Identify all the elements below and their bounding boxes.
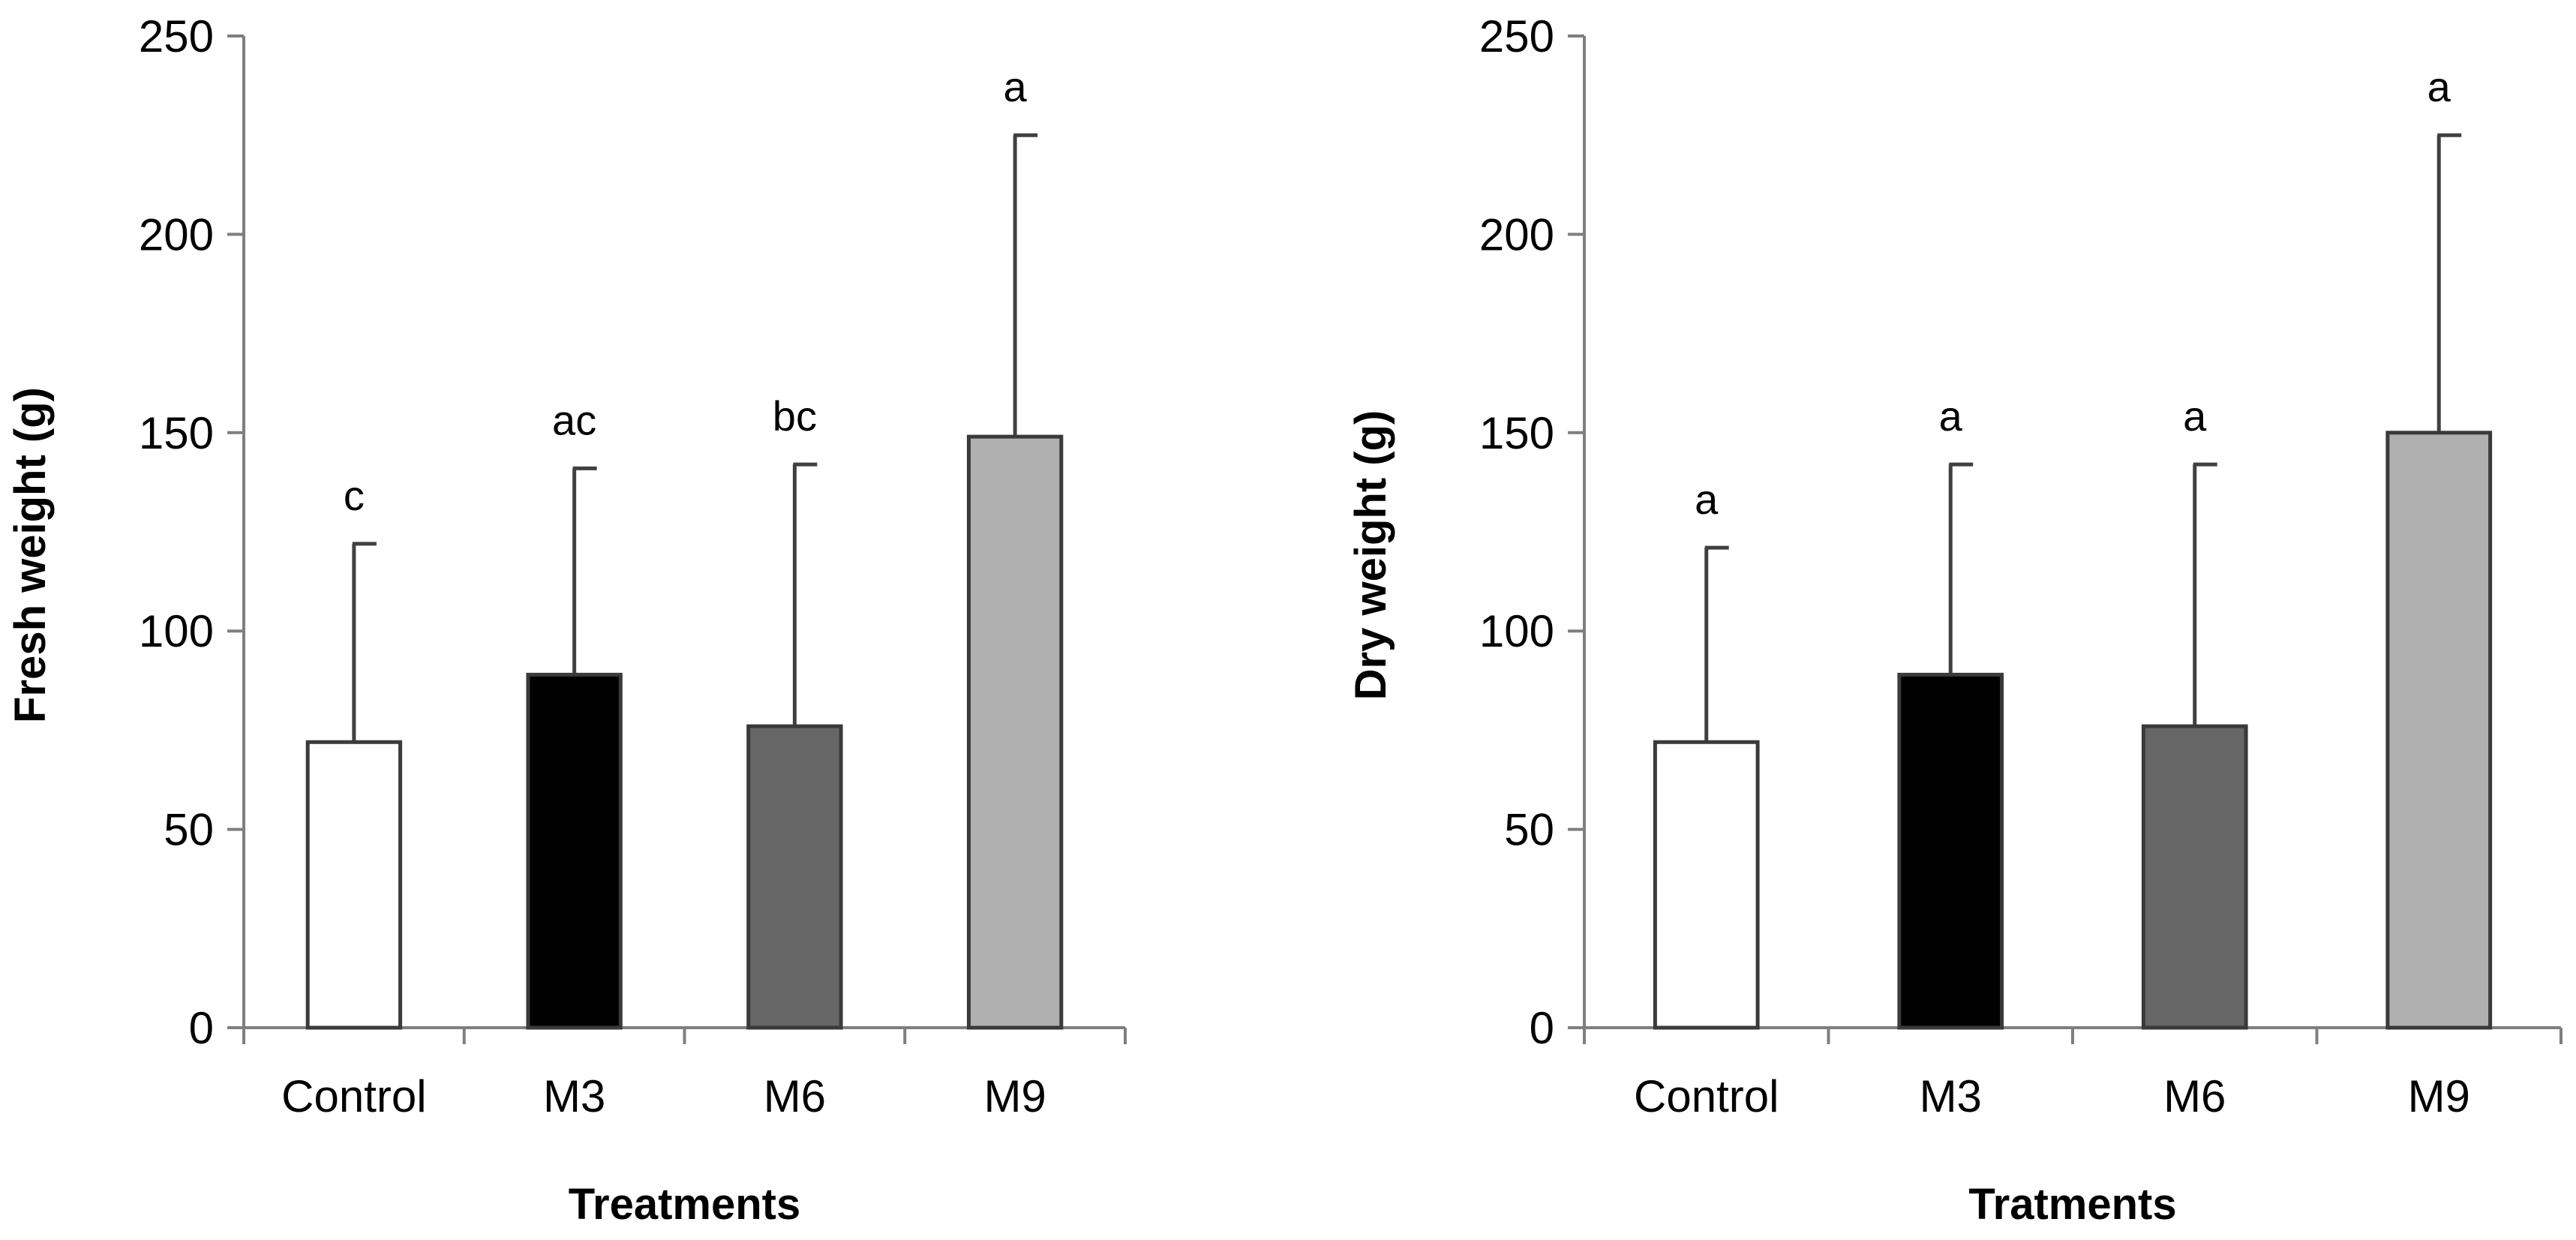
y-tick-label: 250 bbox=[1479, 11, 1554, 62]
dry-weight-chart: 0 50 100 150 200 250 a Control a M3 a M6 a M9 Tratment… bbox=[1347, 11, 2562, 1229]
x-tick-label-m9: M9 bbox=[2408, 1071, 2470, 1121]
significance-letter-m9: a bbox=[1004, 63, 1028, 110]
y-tick-label: 50 bbox=[1504, 805, 1554, 855]
y-tick-label: 200 bbox=[1479, 209, 1554, 260]
bar-m6 bbox=[746, 724, 843, 1030]
y-tick-label: 0 bbox=[189, 1003, 214, 1053]
y-tick-label: 0 bbox=[1530, 1003, 1554, 1053]
bar-control bbox=[305, 740, 403, 1030]
y-tick-label: 150 bbox=[1479, 408, 1554, 458]
significance-letter-control: c bbox=[344, 472, 365, 519]
significance-letter-m3: ac bbox=[552, 396, 596, 443]
bar-m9 bbox=[966, 434, 1064, 1030]
bar-control bbox=[1653, 740, 1760, 1030]
y-tick-label: 100 bbox=[1479, 606, 1554, 656]
fresh-weight-chart: 0 50 100 150 200 250 c Control ac M3 bc M6 a M9 Treatm… bbox=[6, 11, 1127, 1229]
x-tick-label-m3: M3 bbox=[1920, 1071, 1982, 1121]
significance-letter-m3: a bbox=[1939, 392, 1963, 440]
x-tick-label-control: Control bbox=[281, 1071, 426, 1121]
y-tick-label: 250 bbox=[139, 11, 214, 62]
x-tick-label-control: Control bbox=[1634, 1071, 1779, 1121]
y-tick-label: 150 bbox=[139, 408, 214, 458]
y-tick-label: 100 bbox=[139, 606, 214, 656]
bar-m6 bbox=[2141, 724, 2248, 1030]
x-axis-title: Tratments bbox=[1968, 1180, 2176, 1229]
bar-m9 bbox=[2385, 431, 2493, 1030]
x-tick-label-m6: M6 bbox=[2163, 1071, 2226, 1121]
bar-m3 bbox=[1897, 672, 2004, 1030]
y-tick-label: 200 bbox=[139, 209, 214, 260]
significance-letter-control: a bbox=[1695, 476, 1719, 523]
y-tick-label: 50 bbox=[164, 805, 214, 855]
x-axis-title: Treatments bbox=[569, 1180, 800, 1229]
x-tick-label-m6: M6 bbox=[764, 1071, 826, 1121]
bar-m3 bbox=[526, 672, 623, 1030]
significance-letter-m6: bc bbox=[773, 392, 817, 440]
y-axis-title: Fresh weight (g) bbox=[6, 387, 55, 723]
significance-letter-m9: a bbox=[2427, 63, 2451, 110]
x-tick-label-m3: M3 bbox=[543, 1071, 605, 1121]
x-tick-label-m9: M9 bbox=[983, 1071, 1046, 1121]
y-axis-title: Dry weight (g) bbox=[1347, 410, 1395, 701]
significance-letter-m6: a bbox=[2183, 392, 2207, 440]
